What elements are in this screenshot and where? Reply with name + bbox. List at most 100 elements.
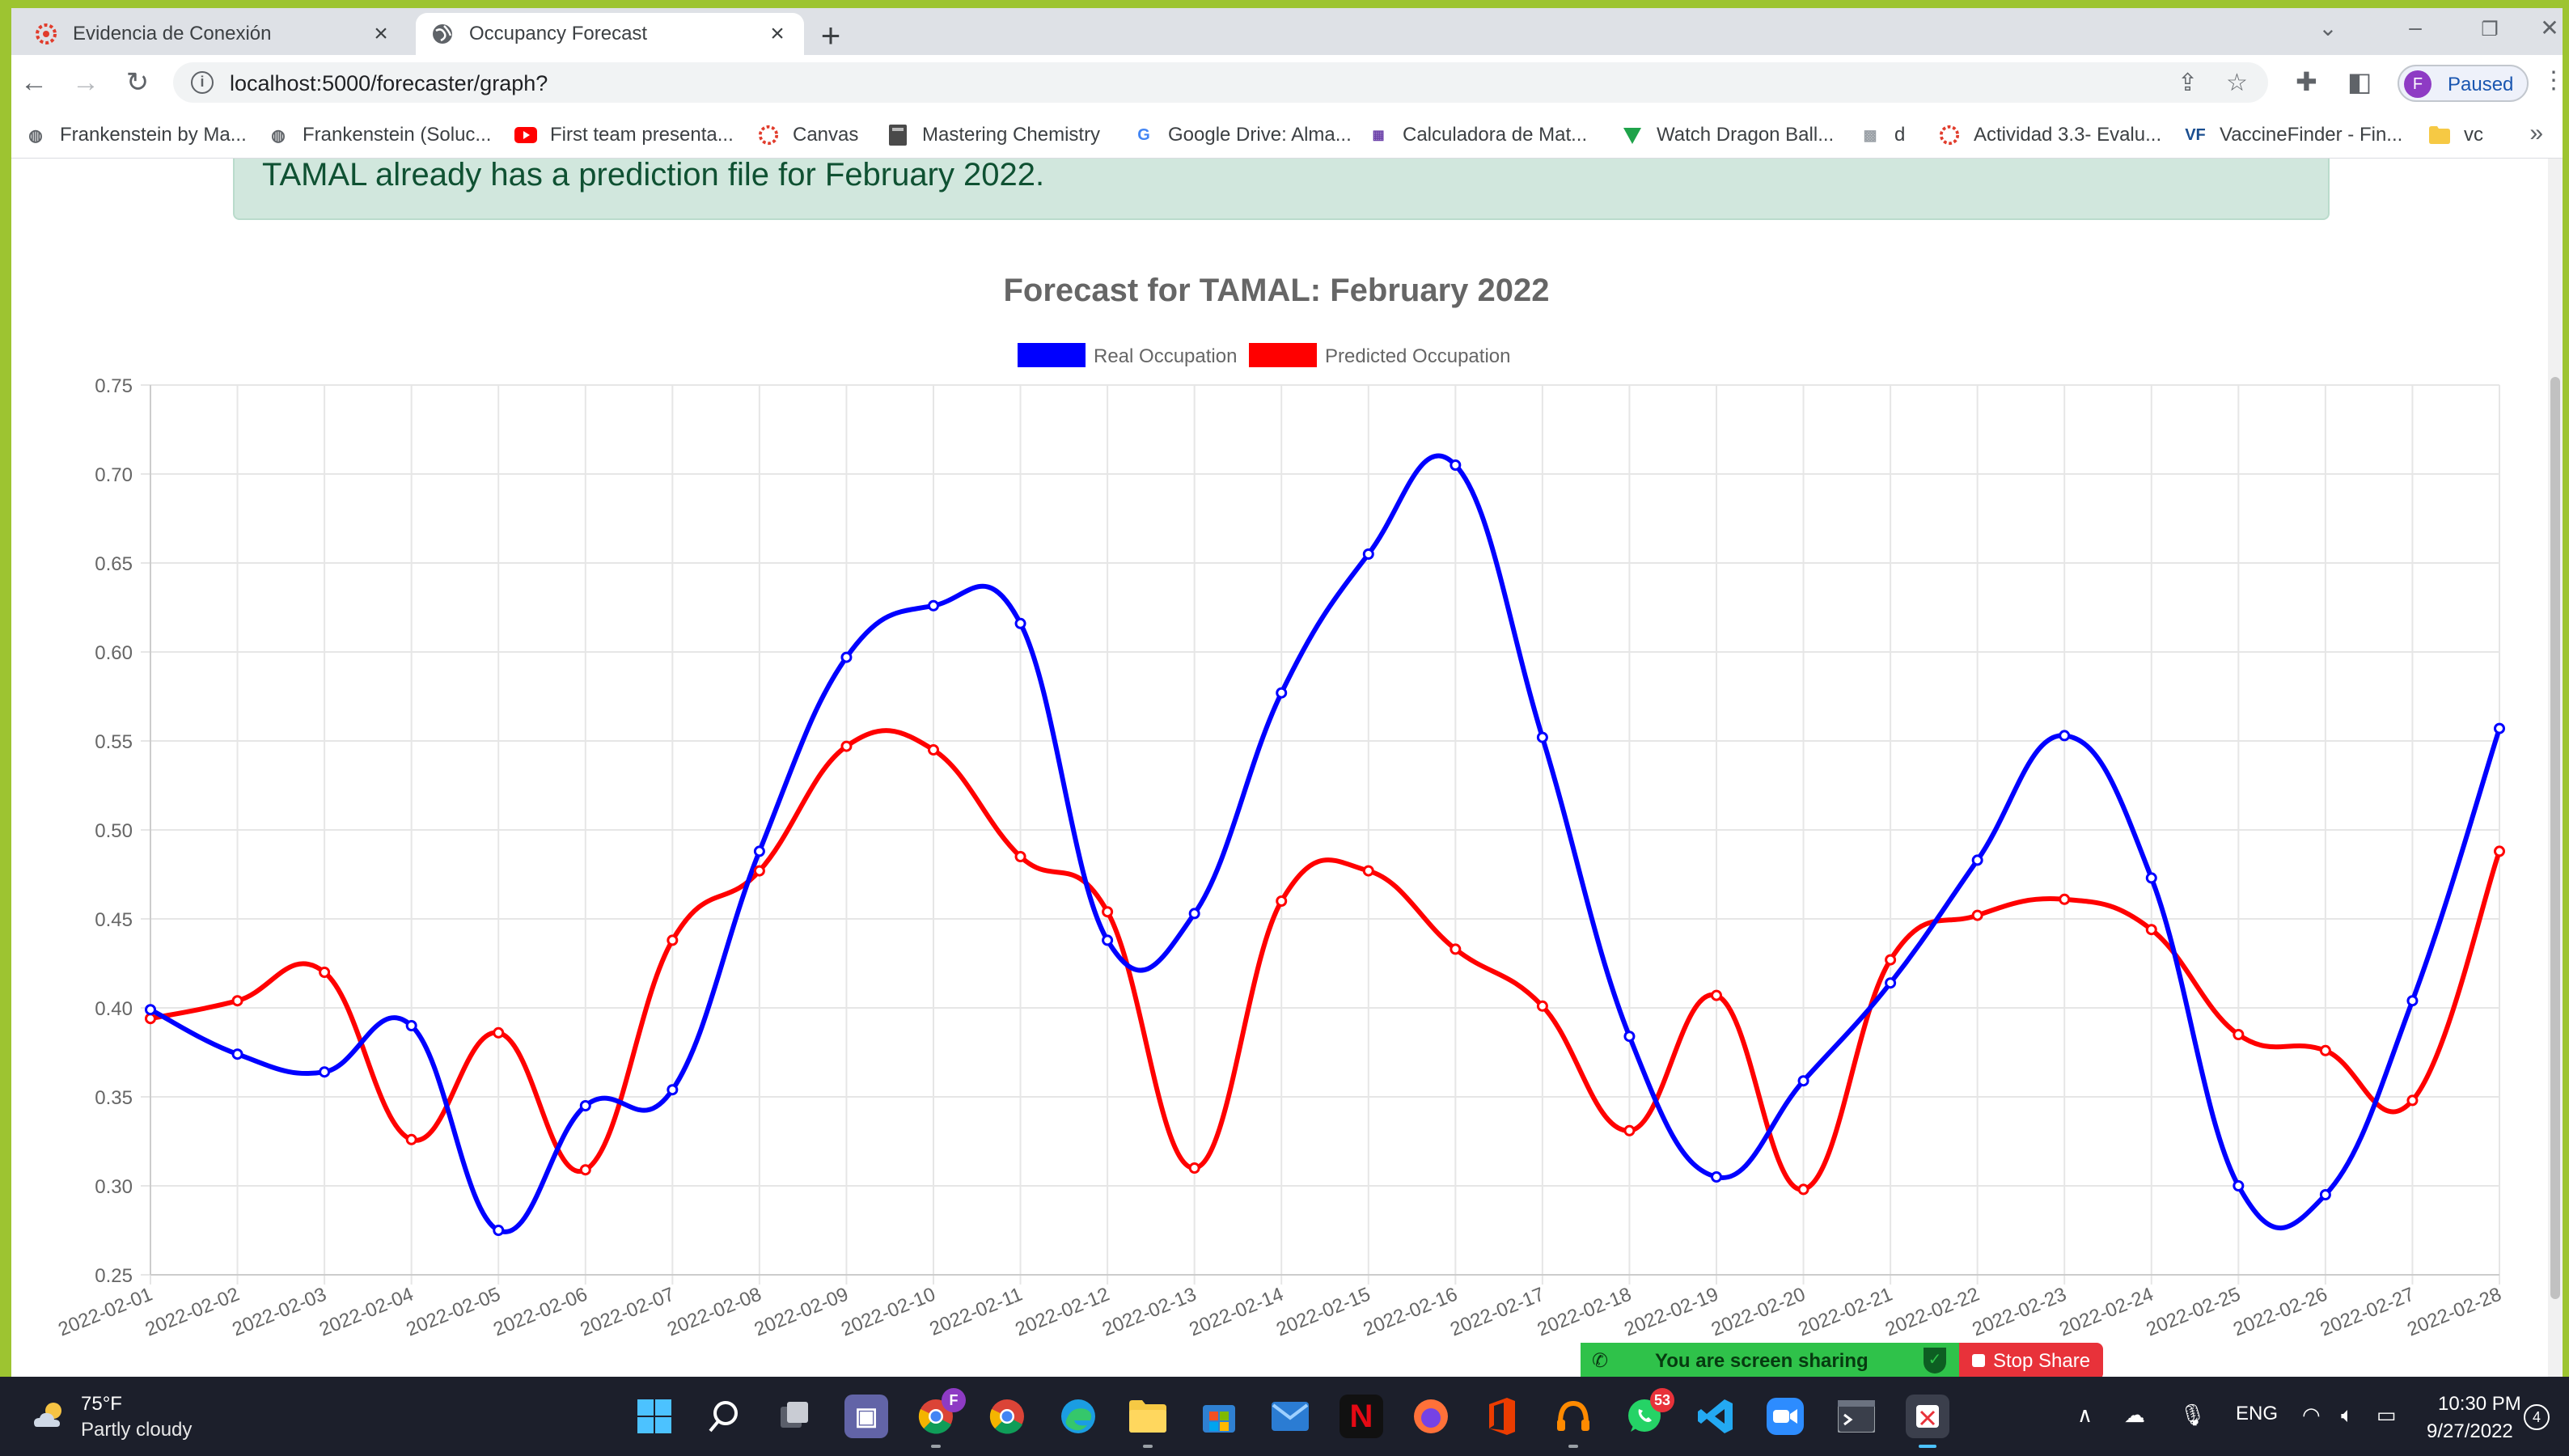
data-point-real[interactable] [1014, 617, 1026, 629]
notification-badge[interactable]: 4 [2524, 1404, 2550, 1430]
data-point-predicted[interactable] [231, 995, 243, 1007]
extensions-puzzle-icon[interactable]: ✚ [2296, 67, 2317, 96]
data-point-real[interactable] [1362, 548, 1374, 560]
data-point-predicted[interactable] [1276, 895, 1288, 907]
data-point-predicted[interactable] [2406, 1094, 2419, 1107]
bookmark-item[interactable]: ▩ d [1859, 121, 1905, 149]
whatsapp-icon[interactable]: 53 [1623, 1388, 1674, 1438]
window-close-icon[interactable]: ✕ [2540, 15, 2559, 40]
data-point-predicted[interactable] [1797, 1183, 1809, 1196]
data-point-predicted[interactable] [1711, 989, 1722, 1001]
back-arrow-icon[interactable]: ← [20, 67, 48, 98]
chrome-icon[interactable] [985, 1395, 1029, 1438]
share-status[interactable]: ✆ You are screen sharing ✓ [1581, 1343, 1959, 1380]
tab-evidencia[interactable]: Evidencia de Conexión × [19, 13, 408, 55]
data-point-predicted[interactable] [753, 865, 765, 877]
legend-swatch[interactable] [1018, 343, 1086, 367]
snipping-tool-icon[interactable] [1906, 1395, 1949, 1448]
data-point-predicted[interactable] [319, 967, 331, 978]
data-point-predicted[interactable] [1014, 851, 1026, 862]
data-point-predicted[interactable] [2233, 1029, 2245, 1040]
data-point-predicted[interactable] [405, 1133, 417, 1145]
teams-chat-icon[interactable]: ▣ [844, 1395, 888, 1438]
data-point-real[interactable] [1885, 977, 1897, 989]
file-explorer-icon[interactable] [1126, 1395, 1170, 1448]
data-point-real[interactable] [231, 1048, 243, 1060]
netflix-icon[interactable]: N [1340, 1395, 1383, 1438]
weather-temperature[interactable]: 75°F [81, 1393, 122, 1415]
chrome-profile-icon[interactable]: F [914, 1388, 966, 1448]
data-point-predicted[interactable] [1102, 906, 1114, 918]
headset-app-icon[interactable] [1551, 1395, 1595, 1448]
close-icon[interactable]: × [374, 20, 388, 47]
data-point-real[interactable] [1276, 687, 1288, 699]
bookmark-item[interactable]: ▦ Calculadora de Mat... [1367, 121, 1587, 149]
data-point-real[interactable] [493, 1225, 505, 1236]
legend-label[interactable]: Real Occupation [1094, 345, 1237, 367]
data-point-real[interactable] [1450, 459, 1462, 471]
close-icon[interactable]: × [770, 20, 785, 47]
profile-button[interactable]: F Paused [2398, 65, 2529, 102]
task-view-icon[interactable] [773, 1395, 817, 1438]
data-point-real[interactable] [1797, 1075, 1809, 1087]
data-point-real[interactable] [1536, 731, 1548, 743]
data-point-predicted[interactable] [1362, 865, 1374, 877]
data-point-predicted[interactable] [928, 744, 939, 756]
data-point-predicted[interactable] [840, 740, 853, 752]
clock-time[interactable]: 10:30 PM [2438, 1393, 2521, 1415]
zoom-icon[interactable] [1763, 1395, 1807, 1438]
bookmark-item[interactable]: ◍ Frankenstein (Soluc... [267, 121, 491, 149]
bookmark-item[interactable]: VF VaccineFinder - Fin... [2185, 124, 2403, 146]
bookmark-item[interactable]: G Google Drive: Alma... [1132, 121, 1352, 149]
wifi-icon[interactable]: ◠ [2302, 1403, 2321, 1427]
data-point-predicted[interactable] [493, 1026, 505, 1039]
bookmark-item[interactable]: Canvas [757, 121, 858, 149]
reload-icon[interactable]: ↻ [125, 67, 150, 98]
weather-description[interactable]: Partly cloudy [81, 1419, 193, 1441]
data-point-predicted[interactable] [2059, 893, 2071, 905]
data-point-real[interactable] [1188, 908, 1200, 920]
data-point-predicted[interactable] [1623, 1124, 1636, 1136]
language-indicator[interactable]: ENG [2236, 1403, 2279, 1424]
page-scrollbar[interactable] [2548, 159, 2563, 1377]
data-point-predicted[interactable] [2319, 1044, 2331, 1056]
clock-date[interactable]: 9/27/2022 [2427, 1420, 2513, 1442]
microsoft-store-icon[interactable] [1197, 1395, 1241, 1438]
data-point-predicted[interactable] [1536, 1000, 1548, 1012]
legend-swatch[interactable] [1249, 343, 1317, 367]
data-point-real[interactable] [2233, 1180, 2245, 1191]
bookmark-star-icon[interactable]: ☆ [2226, 70, 2248, 96]
bookmark-item[interactable]: ◍ Frankenstein by Ma... [24, 121, 247, 149]
data-point-real[interactable] [2319, 1189, 2331, 1200]
partly-cloudy-icon[interactable] [29, 1396, 70, 1437]
office-icon[interactable] [1480, 1395, 1524, 1438]
bookmark-item[interactable]: Mastering Chemistry [887, 121, 1100, 149]
data-point-real[interactable] [579, 1100, 591, 1111]
data-point-real[interactable] [753, 845, 765, 857]
mail-icon[interactable] [1268, 1395, 1312, 1438]
data-point-predicted[interactable] [1971, 909, 1983, 921]
tab-occupancy-forecast[interactable]: Occupancy Forecast × [416, 13, 804, 55]
forward-arrow-icon[interactable]: → [72, 67, 99, 98]
minimize-icon[interactable]: – [2409, 15, 2422, 40]
data-point-real[interactable] [2406, 995, 2419, 1007]
data-point-real[interactable] [840, 651, 853, 663]
microphone-icon[interactable]: 🎙︎ [2179, 1403, 2207, 1427]
data-point-predicted[interactable] [1885, 954, 1897, 966]
data-point-predicted[interactable] [145, 1013, 156, 1025]
search-icon[interactable] [702, 1395, 746, 1438]
show-hidden-icons[interactable]: ∧ [2077, 1403, 2093, 1427]
tab-search-icon[interactable]: ⌄ [2318, 15, 2338, 40]
battery-icon[interactable]: ▭ [2376, 1403, 2397, 1427]
vscode-icon[interactable] [1694, 1395, 1737, 1438]
data-point-real[interactable] [1623, 1031, 1636, 1043]
terminal-icon[interactable] [1835, 1395, 1878, 1438]
data-point-real[interactable] [928, 599, 939, 612]
share-icon[interactable]: ⇪ [2178, 70, 2199, 96]
menu-kebab-icon[interactable]: ⋮ [2541, 67, 2566, 94]
edge-icon[interactable] [1056, 1395, 1100, 1438]
url-text[interactable]: localhost:5000/forecaster/graph? [230, 71, 548, 95]
site-info-icon[interactable]: i [191, 71, 214, 94]
onedrive-icon[interactable]: ☁ [2124, 1403, 2145, 1427]
firefox-icon[interactable] [1409, 1395, 1453, 1438]
